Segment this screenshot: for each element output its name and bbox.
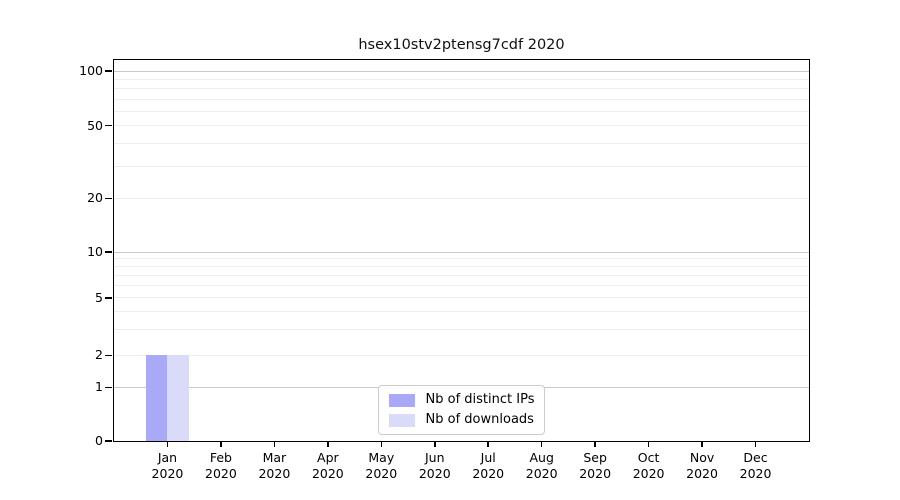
x-tick-label-year: 2020 [205,465,237,481]
gridline [114,311,809,313]
x-tick-label: Sep 2020 [579,450,611,481]
legend-entry-distinct-ips: Nb of distinct IPs [388,392,535,408]
bar-nb-of-distinct-ips-jan-2020 [146,355,168,441]
gridline [114,70,809,72]
x-tick [754,441,757,447]
x-tick [166,441,169,447]
x-tick [647,441,650,447]
y-tick-label: 2 [95,347,103,363]
x-tick-label-year: 2020 [258,465,291,481]
gridline [114,258,809,260]
y-tick [105,251,112,253]
plot-area: 0 1 2 5 10 20 50 100 Jan 2020 Feb 2020 Mar 2020 Apr 20… [79,59,810,481]
x-tick-label: Aug 2020 [526,450,558,481]
y-tick [105,386,112,389]
gridline [114,251,809,253]
x-tick-label: Jan 2020 [152,450,184,481]
x-tick [540,441,543,447]
x-tick-label-month: Oct [637,450,660,465]
gridline [114,266,809,268]
x-tick-label-month: Dec [743,450,768,465]
x-tick-label: Apr 2020 [312,450,344,481]
x-tick-label-year: 2020 [739,465,772,481]
gridline [114,275,809,277]
x-tick [594,441,596,447]
x-tick-label-month: Sep [583,450,607,465]
bar-nb-of-downloads-jan-2020 [167,355,189,441]
y-tick [105,197,112,200]
legend-entry-downloads: Nb of downloads [388,412,535,428]
x-tick-label-month: Apr [317,450,339,465]
x-tick-label: Jun 2020 [419,450,451,481]
x-tick-label-year: 2020 [525,465,558,481]
x-tick-label-year: 2020 [151,465,184,481]
gridline [114,98,809,100]
y-tick [105,440,112,442]
x-tick-label-month: Jan [157,450,178,465]
y-tick [105,124,112,127]
x-tick [487,441,490,447]
x-tick-label: Feb 2020 [205,450,237,481]
legend-label-downloads: Nb of downloads [425,412,534,427]
gridline [114,197,809,199]
x-tick-label-month: Jul [480,450,496,465]
legend-swatch-distinct-ips-icon [388,393,415,407]
x-tick-label-year: 2020 [632,465,665,481]
gridline [114,285,809,287]
y-tick-label: 10 [87,244,103,260]
x-tick-label-month: May [368,450,395,465]
x-tick-label-month: Jun [425,450,445,465]
x-tick-label-year: 2020 [472,465,505,481]
gridline [114,78,809,80]
gridline [114,329,809,331]
x-tick-label-month: Mar [262,450,287,465]
x-tick-label: Nov 2020 [686,450,718,481]
legend-swatch-downloads-icon [388,413,415,427]
x-tick [220,441,222,447]
y-tick-label: 1 [95,379,103,395]
x-tick-label-month: Feb [209,450,232,465]
y-tick [105,70,112,72]
x-tick [273,441,276,447]
y-tick [105,354,112,357]
x-tick-label-year: 2020 [686,465,718,481]
x-tick [433,441,436,447]
x-tick [380,441,383,447]
gridline [114,165,809,167]
gridline [114,125,809,127]
x-tick-label-month: Aug [529,450,554,465]
legend-label-distinct-ips: Nb of distinct IPs [425,392,535,407]
x-tick-label: Mar 2020 [258,450,290,481]
x-tick-label: Jul 2020 [472,450,504,481]
x-tick [327,441,329,447]
y-tick [105,296,112,299]
x-tick-label-year: 2020 [311,465,344,481]
gridline [114,110,809,112]
y-tick-label: 50 [87,117,103,133]
gridline [114,354,809,356]
legend: Nb of distinct IPs Nb of downloads [377,385,546,435]
x-tick-label: Dec 2020 [740,450,772,481]
x-tick-label-year: 2020 [579,465,612,481]
chart-title: hsex10stv2ptensg7cdf 2020 [358,37,565,53]
x-tick-label: May 2020 [365,450,397,481]
y-tick-label: 100 [79,63,103,79]
gridline [114,142,809,144]
gridline [114,88,809,90]
x-tick-label-year: 2020 [418,465,451,481]
y-tick-label: 0 [95,433,103,448]
x-tick [701,441,703,447]
x-tick-label: Oct 2020 [633,450,665,481]
gridline [114,297,809,299]
x-tick-label-year: 2020 [365,465,398,481]
x-tick-label-month: Nov [689,450,715,465]
y-tick-label: 5 [95,289,103,305]
y-tick-label: 20 [87,190,103,206]
